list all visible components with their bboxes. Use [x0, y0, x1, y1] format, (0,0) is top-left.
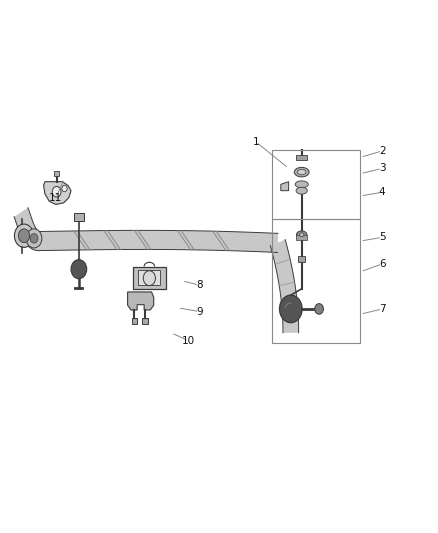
Text: 3: 3	[379, 164, 385, 173]
Ellipse shape	[295, 181, 308, 188]
Circle shape	[143, 271, 155, 286]
Text: 4: 4	[379, 187, 385, 197]
Ellipse shape	[297, 169, 306, 175]
Text: 2: 2	[379, 146, 385, 156]
Text: 8: 8	[196, 280, 203, 290]
Circle shape	[279, 295, 302, 322]
Ellipse shape	[297, 231, 307, 238]
Polygon shape	[127, 292, 154, 310]
Circle shape	[71, 260, 87, 279]
Bar	[138, 270, 160, 285]
Polygon shape	[281, 182, 289, 191]
Text: 6: 6	[379, 259, 385, 269]
Text: 10: 10	[182, 336, 195, 346]
Circle shape	[30, 233, 38, 243]
Text: 1: 1	[253, 137, 259, 147]
Circle shape	[315, 304, 323, 314]
Text: 9: 9	[196, 306, 203, 317]
Bar	[297, 155, 307, 160]
Bar	[297, 235, 307, 240]
Bar	[54, 171, 59, 176]
Bar	[133, 266, 166, 289]
Polygon shape	[14, 208, 39, 251]
Text: 11: 11	[49, 192, 63, 203]
Text: 5: 5	[379, 232, 385, 243]
Bar	[272, 150, 360, 219]
Circle shape	[52, 187, 61, 197]
Circle shape	[62, 185, 67, 192]
Bar	[142, 318, 148, 324]
Circle shape	[26, 229, 42, 248]
Bar	[131, 318, 137, 324]
Circle shape	[14, 224, 34, 247]
Polygon shape	[44, 182, 71, 205]
Text: 7: 7	[379, 304, 385, 314]
Polygon shape	[38, 230, 278, 253]
Ellipse shape	[296, 187, 307, 194]
Ellipse shape	[300, 233, 304, 237]
Bar	[74, 213, 84, 221]
Ellipse shape	[294, 167, 309, 177]
Circle shape	[18, 229, 30, 243]
Bar	[272, 219, 360, 343]
Polygon shape	[270, 240, 299, 333]
Bar	[298, 256, 305, 262]
